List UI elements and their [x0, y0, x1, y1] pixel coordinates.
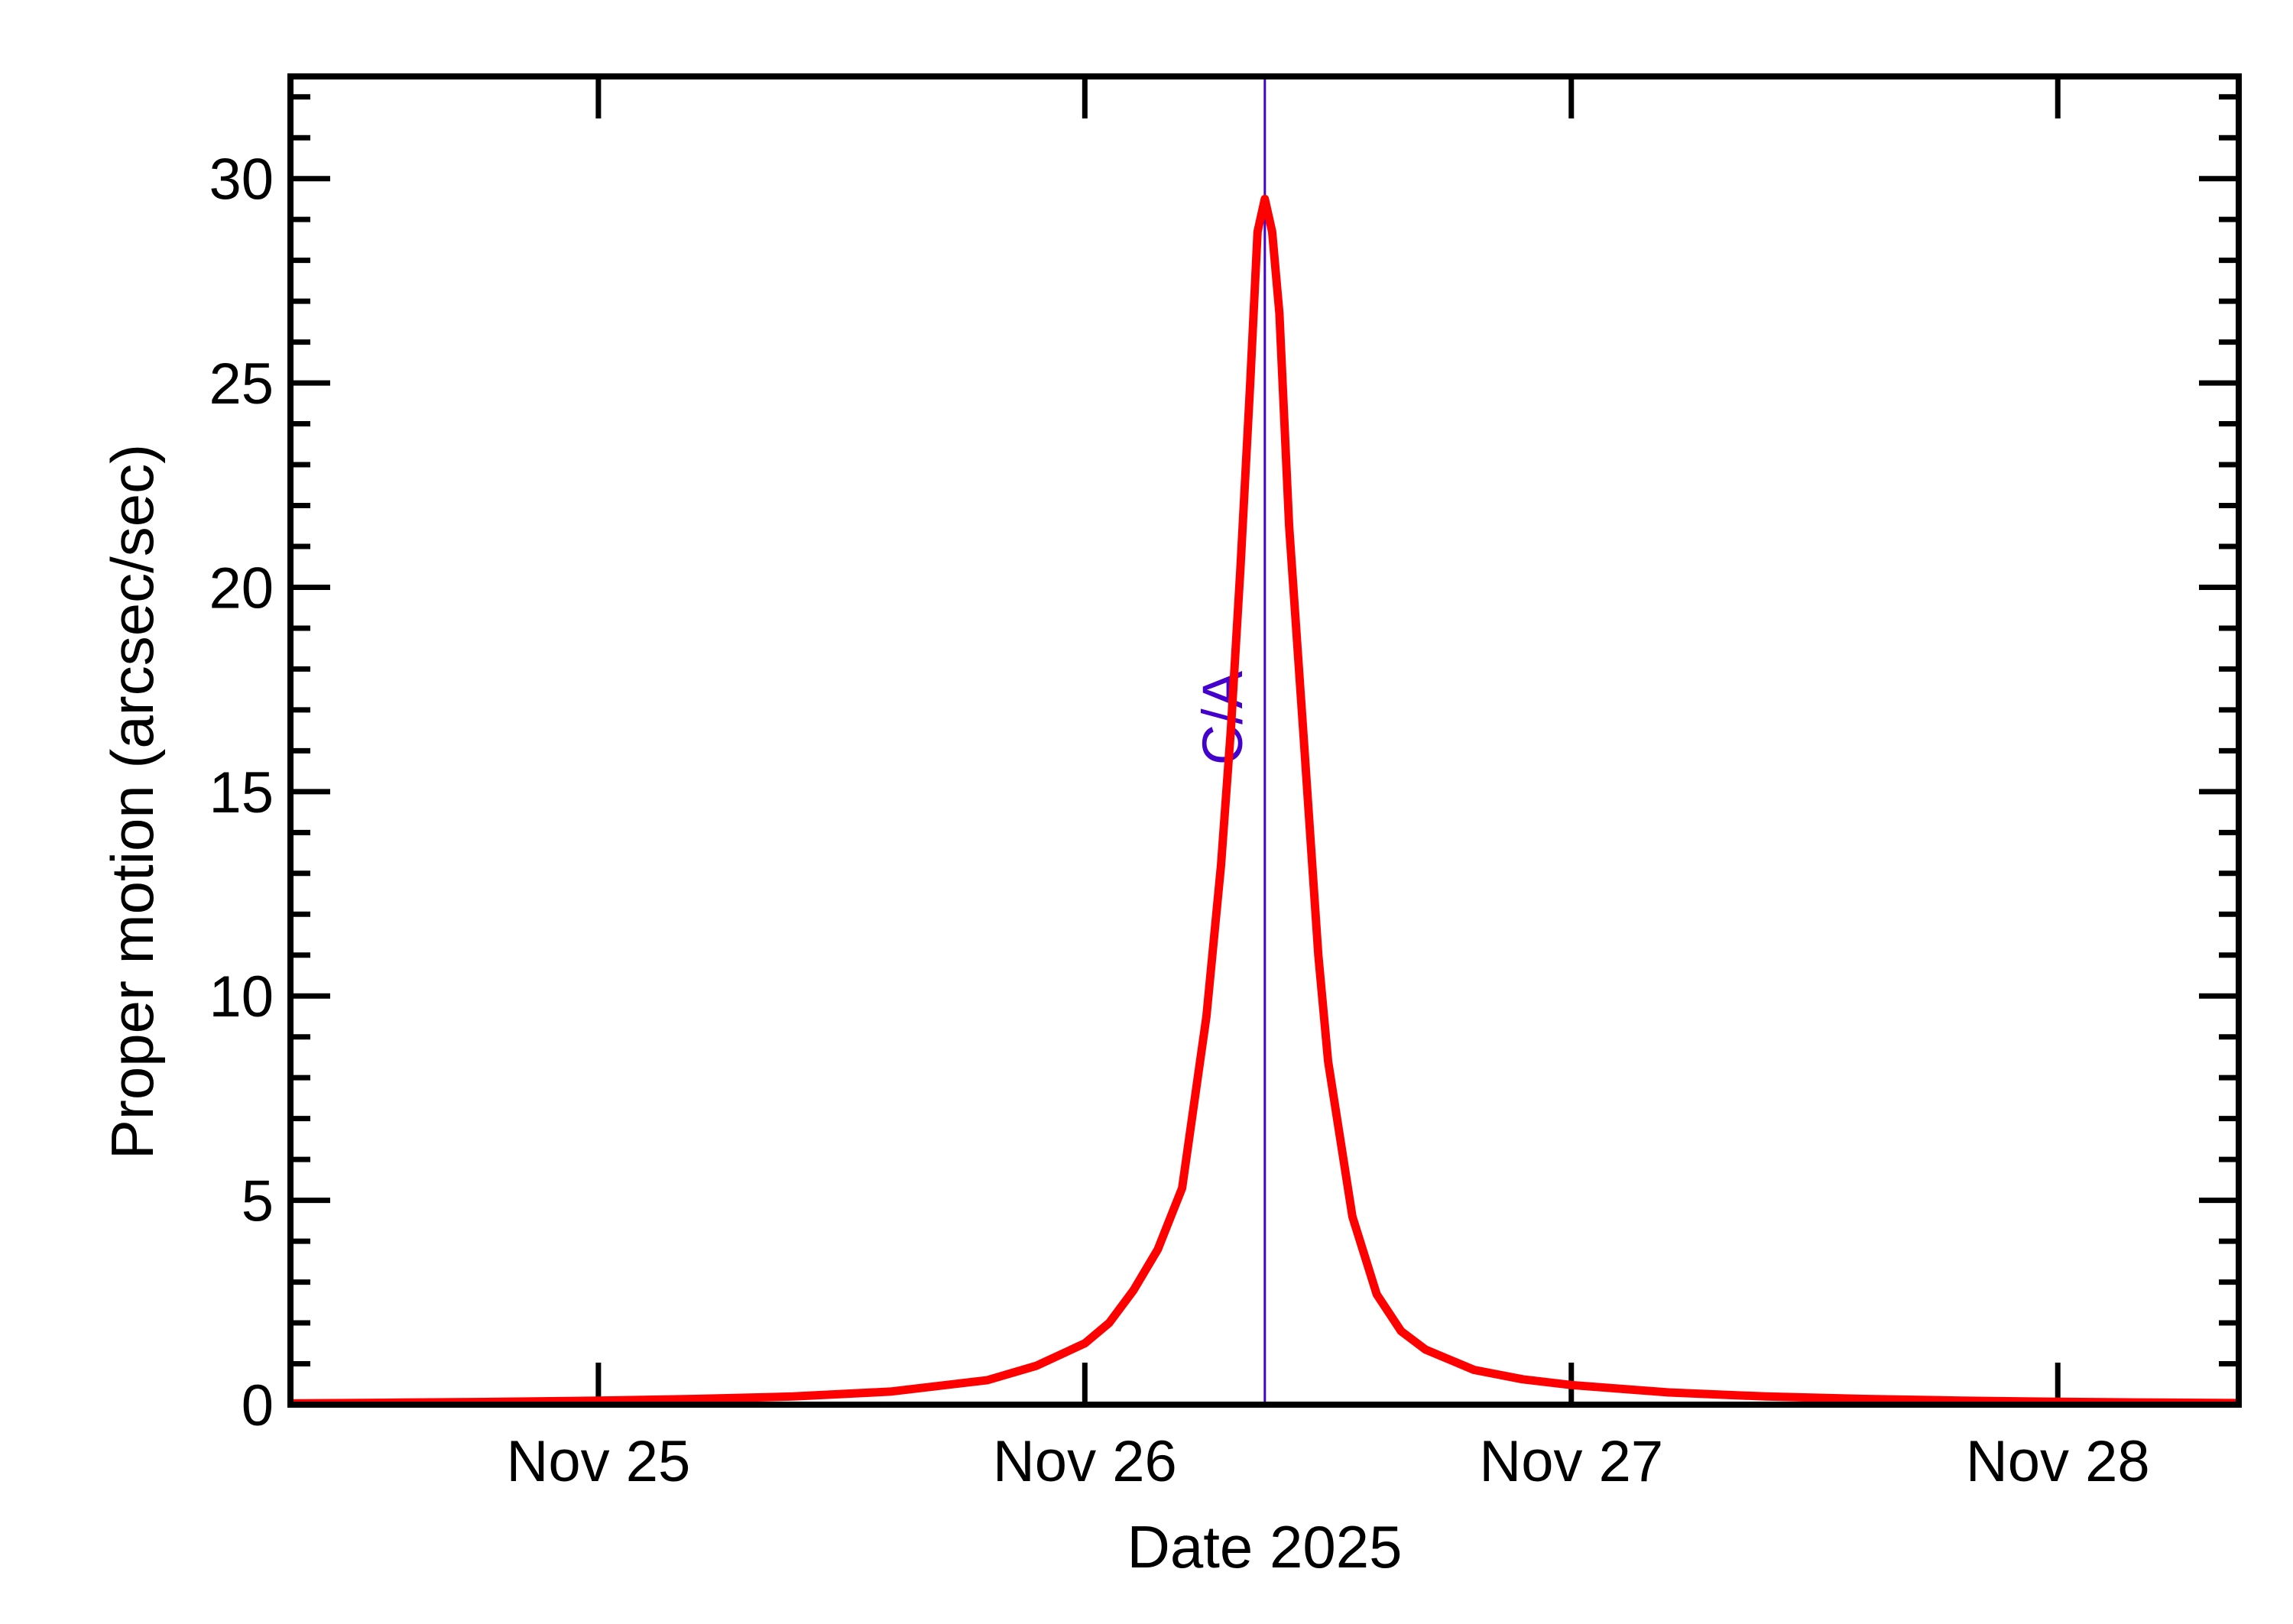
y-axis-title: Proper motion (arcsec/sec)	[99, 444, 166, 1159]
x-axis-title: Date 2025	[1127, 1513, 1403, 1580]
y-tick-label: 10	[209, 964, 274, 1029]
closest-approach-label: C/A	[1191, 670, 1254, 765]
y-tick-label: 30	[209, 147, 274, 212]
y-tick-label: 25	[209, 352, 274, 417]
axis-tick-labels: 0 5 10 15 20 25 30 Nov 25 Nov 26 Nov 27 Nov 28	[209, 147, 2149, 1494]
proper-motion-curve	[291, 194, 2238, 1408]
x-tick-label: Nov 28	[1966, 1429, 2150, 1494]
axis-ticks	[290, 76, 2239, 1408]
y-tick-label: 5	[242, 1169, 274, 1234]
x-tick-label: Nov 25	[506, 1429, 690, 1494]
y-tick-label: 15	[209, 760, 274, 825]
y-tick-label: 0	[242, 1373, 274, 1438]
x-tick-label: Nov 26	[993, 1429, 1177, 1494]
x-tick-label: Nov 27	[1479, 1429, 1663, 1494]
y-tick-label: 20	[209, 556, 274, 621]
plot-frame	[287, 73, 2242, 1408]
